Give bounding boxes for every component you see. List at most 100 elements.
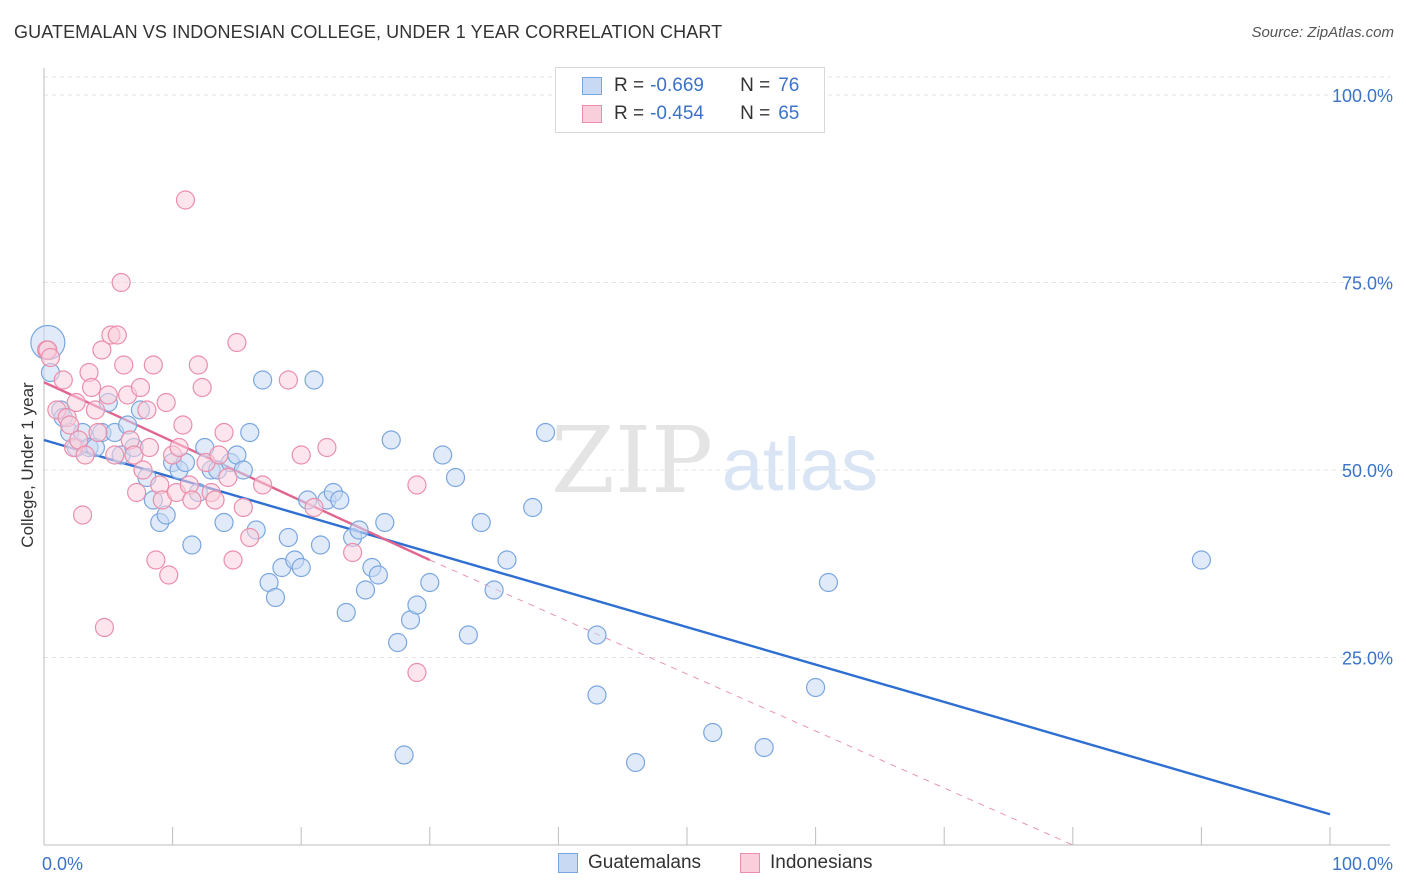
data-point-guatemalans [587,685,607,705]
data-point-guatemalans [445,467,466,488]
data-point-indonesians [75,445,95,465]
data-point-indonesians [126,482,147,503]
y-tick-label: 100.0% [1332,86,1393,106]
blue-swatch [582,77,602,95]
pink-swatch [740,853,760,873]
n-value-guatemalans: 76 [778,75,800,96]
data-point-indonesians [81,377,102,398]
data-point-indonesians [105,445,125,465]
r-value-guatemalans: -0.669 [650,75,704,96]
legend-item-indonesians[interactable]: Indonesians [740,852,872,874]
points-layer [30,190,1212,773]
data-point-guatemalans [233,460,253,480]
watermark-atlas: atlas [722,423,878,506]
data-point-guatemalans [484,580,504,600]
grid-layer [44,76,1390,658]
data-point-indonesians [188,355,208,375]
data-point-indonesians [60,415,80,435]
r-label: R = [614,75,645,96]
data-point-indonesians [66,392,86,413]
data-point-guatemalans [368,565,388,585]
data-point-indonesians [214,422,234,443]
data-point-indonesians [240,527,260,548]
data-point-guatemalans [754,737,774,758]
data-point-indonesians [156,392,176,413]
data-point-guatemalans [458,625,478,645]
source-label: Source: ZipAtlas.com [1251,24,1394,41]
data-point-indonesians [124,445,144,465]
data-point-guatemalans [214,512,234,533]
n-label: N = [740,75,771,96]
data-point-indonesians [278,370,298,390]
data-point-guatemalans [265,587,286,608]
data-point-indonesians [88,422,108,443]
data-point-indonesians [130,377,151,398]
data-point-guatemalans [1191,550,1212,570]
stats-legend-row-indonesians: R = -0.454 N = 65 [582,102,799,126]
data-point-indonesians [233,497,253,518]
x-tick-label: 100.0% [1332,854,1393,874]
data-point-guatemalans [703,722,723,743]
data-point-guatemalans [291,557,311,578]
data-point-indonesians [407,475,427,495]
data-point-indonesians [133,460,153,480]
data-point-indonesians [223,550,243,570]
data-point-guatemalans [587,625,607,645]
chart-title: GUATEMALAN VS INDONESIAN COLLEGE, UNDER … [14,22,723,42]
data-point-indonesians [218,467,238,488]
data-point-indonesians [72,505,93,525]
data-point-indonesians [85,400,106,420]
trendline-indonesians-extension [429,559,1074,846]
data-point-indonesians [253,475,273,495]
r-label: R = [614,103,645,124]
data-point-indonesians [40,347,61,368]
data-point-indonesians [53,370,73,390]
legend-label-indonesians: Indonesians [770,852,873,873]
data-point-guatemalans [625,752,646,773]
watermark-zip: ZIP [551,407,713,514]
n-value-indonesians: 65 [778,103,800,124]
y-tick-label: 25.0% [1342,649,1393,669]
data-point-guatemalans [304,370,324,390]
data-point-indonesians [94,617,115,638]
tick-labels-layer: 25.0% 50.0% 75.0% 100.0% 0.0% 100.0% [42,86,1393,874]
data-point-indonesians [192,377,212,398]
data-point-guatemalans [349,520,369,540]
axes-layer [43,68,1390,846]
data-point-guatemalans [805,677,826,698]
data-point-indonesians [139,437,160,458]
data-point-indonesians [182,490,202,510]
data-point-indonesians [343,542,363,563]
data-point-guatemalans [336,602,356,623]
data-point-guatemalans [182,535,202,555]
data-point-guatemalans [330,490,350,510]
legend-label-guatemalans: Guatemalans [588,852,702,873]
data-point-indonesians [304,497,324,518]
data-point-indonesians [146,550,166,570]
pink-swatch [582,105,602,123]
data-point-indonesians [227,332,247,353]
data-point-indonesians [173,415,193,435]
legend-item-guatemalans[interactable]: Guatemalans [558,852,701,874]
x-tick-label: 0.0% [42,854,83,874]
data-point-indonesians [114,355,134,375]
data-point-indonesians [169,437,189,458]
data-point-indonesians [205,490,225,510]
data-point-guatemalans [394,745,414,765]
data-point-indonesians [111,272,131,293]
data-point-guatemalans [310,535,331,555]
stats-legend-row-guatemalans: R = -0.669 N = 76 [582,74,799,98]
data-point-indonesians [143,355,163,375]
data-point-indonesians [175,190,196,210]
data-point-guatemalans [278,527,298,548]
data-point-indonesians [92,340,112,360]
data-point-guatemalans [433,445,453,465]
data-point-indonesians [159,565,179,585]
data-point-indonesians [317,437,337,458]
stats-legend: R = -0.669 N = 76 R = -0.454 N = 65 [555,67,825,133]
data-point-indonesians [291,445,311,465]
data-point-guatemalans [535,422,556,443]
data-point-guatemalans [407,595,427,615]
y-axis-label: College, Under 1 year [18,382,37,548]
